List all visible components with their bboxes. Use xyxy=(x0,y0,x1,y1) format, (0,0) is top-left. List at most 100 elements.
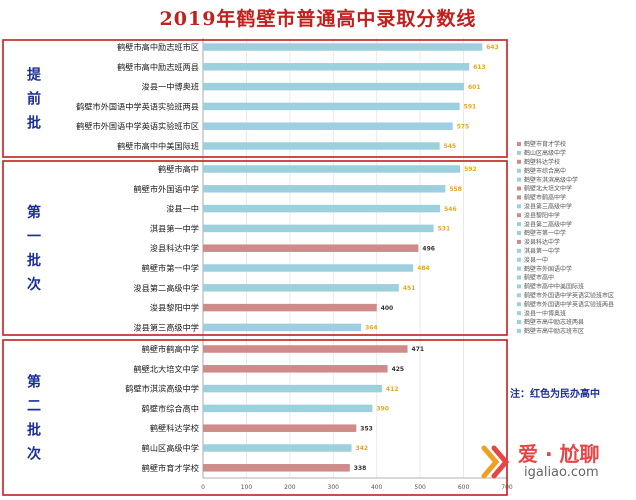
legend-label: 鹤壁市高中 xyxy=(524,274,554,282)
bar xyxy=(203,424,357,432)
group-title-char: 第 xyxy=(27,204,41,221)
legend-swatch xyxy=(517,239,521,244)
watermark-cn: 爱 · 尬聊 xyxy=(518,442,600,466)
bar xyxy=(203,444,352,452)
bar xyxy=(203,82,465,91)
legend-label: 鹤山区高级中学 xyxy=(524,149,566,157)
legend-swatch xyxy=(517,328,521,333)
legend-swatch xyxy=(517,150,521,155)
bar-category-label: 浚县第三高级中学 xyxy=(133,322,199,332)
bar-value-label: 496 xyxy=(422,245,435,252)
bar-category-label: 鹤壁市淇滨高级中学 xyxy=(125,384,199,394)
bar-value-label: 338 xyxy=(354,465,367,472)
bar-category-label: 浚县一中博奥班 xyxy=(142,82,199,92)
bar-value-label: 412 xyxy=(386,386,399,393)
bar-category-label: 鹤壁北大培文中学 xyxy=(133,364,199,374)
group-title-char: 一 xyxy=(27,229,41,245)
group-frame xyxy=(2,339,508,496)
bar xyxy=(203,224,434,233)
bar-category-label: 浚县一中 xyxy=(166,204,199,214)
bar xyxy=(203,264,414,272)
legend-swatch xyxy=(517,231,521,235)
group-title-char: 提 xyxy=(27,68,42,84)
watermark: 爱 · 尬聊 igaliao.com xyxy=(478,438,628,494)
bar-category-label: 鹤壁市鹤高中学 xyxy=(142,344,199,354)
legend-swatch xyxy=(517,177,521,182)
bar xyxy=(203,102,460,111)
bar-value-label: 342 xyxy=(356,445,369,452)
group-title-char: 批 xyxy=(27,252,41,269)
x-tick-label: 600 xyxy=(458,484,470,491)
bar-category-label: 鹤壁市高中励志班两县 xyxy=(117,62,199,72)
legend-label: 鹤壁市育才学校 xyxy=(524,140,566,148)
legend-label: 鹤壁科达学校 xyxy=(524,158,560,166)
bar xyxy=(203,384,382,393)
bar xyxy=(203,185,446,193)
group-title-char: 批 xyxy=(27,422,41,439)
x-tick-label: 200 xyxy=(284,484,296,491)
bar-category-label: 鹤壁市高中 xyxy=(158,164,199,174)
bar-category-label: 鹤壁市综合高中 xyxy=(142,403,199,413)
legend-note: 注：红色为民办高中 xyxy=(510,389,600,400)
group-frame xyxy=(2,39,508,158)
bar-value-label: 353 xyxy=(360,425,373,432)
legend-label: 鹤壁市外国语中学英语实验班两县 xyxy=(524,300,614,308)
bar-value-label: 484 xyxy=(417,265,430,272)
legend-label: 鹤壁市高中励志班两县 xyxy=(524,318,584,326)
bar-category-label: 浚县科达中学 xyxy=(150,243,199,253)
bar xyxy=(203,204,441,213)
legend-label: 浚县第三高级中学 xyxy=(524,203,572,211)
legend-swatch xyxy=(517,311,521,316)
x-tick-label: 400 xyxy=(371,484,383,491)
x-tick-label: 100 xyxy=(241,484,253,491)
bar-value-label: 471 xyxy=(412,346,425,353)
legend-label: 淇县第一中学 xyxy=(524,247,560,255)
x-tick-label: 500 xyxy=(414,484,426,491)
group-title-char: 二 xyxy=(27,399,41,415)
bar xyxy=(203,165,461,173)
bar-category-label: 浚县黎阳中学 xyxy=(150,303,199,313)
bar-value-label: 425 xyxy=(392,366,405,373)
legend-swatch xyxy=(517,275,521,280)
x-tick-label: 0 xyxy=(201,484,205,491)
legend-label: 浚县黎阳中学 xyxy=(524,211,560,219)
bar-value-label: 575 xyxy=(457,123,470,130)
legend-label: 浚县一中博奥班 xyxy=(524,309,566,317)
legend-swatch xyxy=(517,159,521,164)
bar-value-label: 643 xyxy=(486,44,499,51)
bar-value-label: 546 xyxy=(444,206,457,213)
bar-value-label: 613 xyxy=(473,64,486,71)
legend-label: 鹤壁市淇滨高级中学 xyxy=(524,176,578,184)
bar xyxy=(203,122,453,130)
bar-category-label: 鹤壁市外国语中学英语实验班市区 xyxy=(76,121,199,131)
group-title-char: 批 xyxy=(27,115,41,132)
bar xyxy=(203,63,470,71)
legend-swatch xyxy=(517,195,521,200)
bar-category-label: 鹤壁市高中励志班市区 xyxy=(117,42,199,52)
bar-category-label: 淇县第一中学 xyxy=(150,223,199,233)
bar xyxy=(203,43,483,51)
bar-category-label: 鹤壁市第一中学 xyxy=(142,263,199,273)
legend-swatch xyxy=(517,284,521,289)
legend-swatch xyxy=(517,222,521,227)
bar-value-label: 558 xyxy=(449,186,462,193)
legend-label: 浚县科达中学 xyxy=(524,238,560,246)
bar xyxy=(203,464,350,472)
bar-value-label: 390 xyxy=(376,406,389,413)
legend-swatch xyxy=(517,257,521,262)
bar xyxy=(203,244,419,252)
bar-category-label: 鹤壁市育才学校 xyxy=(142,463,199,473)
bar-value-label: 601 xyxy=(468,84,481,91)
bar-category-label: 鹤壁科达学校 xyxy=(150,423,199,433)
legend-label: 鹤壁北大培文中学 xyxy=(524,185,572,193)
legend-swatch xyxy=(517,204,521,209)
watermark-logo-icon xyxy=(481,445,510,479)
legend-swatch xyxy=(517,186,521,191)
legend-swatch xyxy=(517,320,521,324)
legend-swatch xyxy=(517,142,521,146)
legend-swatch xyxy=(517,248,521,253)
group-title-char: 次 xyxy=(27,446,41,463)
legend-label: 鹤壁市高中中美国际班 xyxy=(524,283,584,291)
group-title-char: 第 xyxy=(27,374,41,391)
legend-label: 鹤壁市第一中学 xyxy=(524,229,566,237)
